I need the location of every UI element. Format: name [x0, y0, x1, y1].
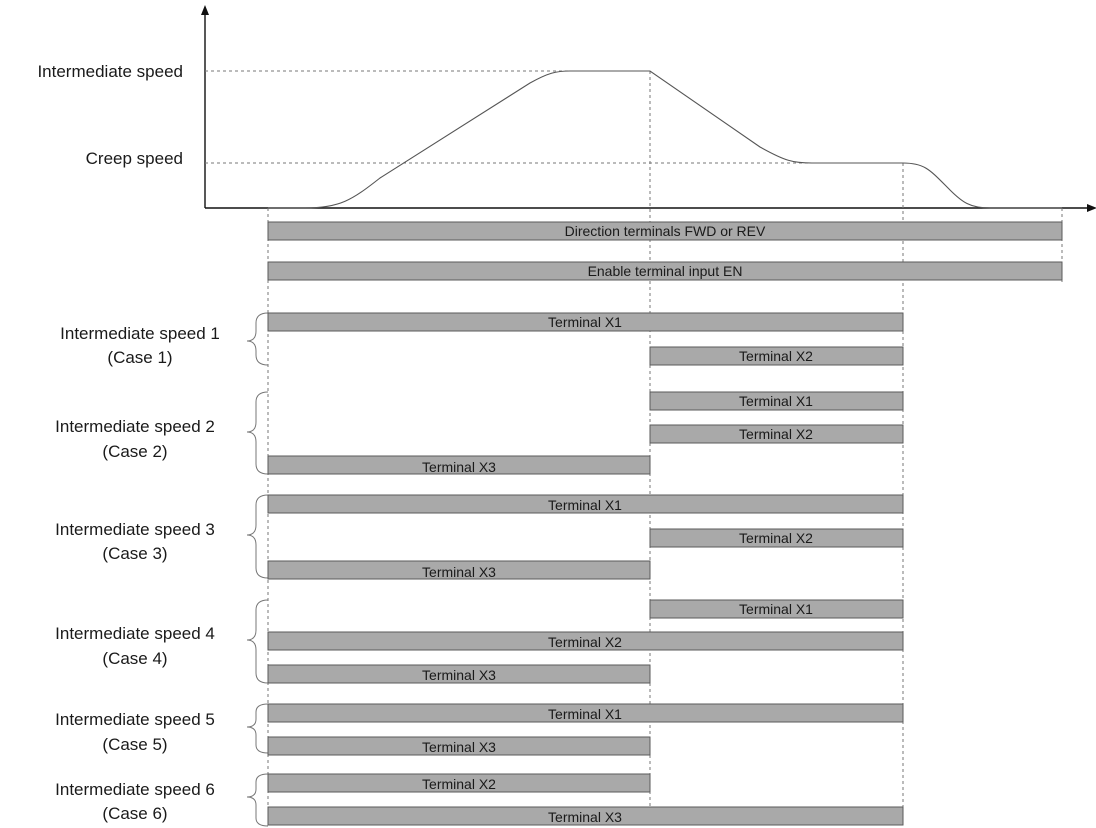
case-subtitle: (Case 3) — [102, 544, 167, 563]
terminal-bar: Terminal X3 — [267, 664, 651, 684]
terminal-bar: Terminal X2 — [649, 424, 904, 444]
terminal-bar: Terminal X2 — [267, 773, 651, 793]
terminal-bar: Terminal X1 — [267, 703, 904, 723]
terminal-bar: Terminal X3 — [267, 806, 904, 826]
terminal-bar-label: Terminal X3 — [422, 667, 496, 683]
case-title: Intermediate speed 5 — [55, 710, 215, 729]
case-title: Intermediate speed 6 — [55, 780, 215, 799]
terminal-bar: Terminal X1 — [267, 494, 904, 514]
direction-bar: Direction terminals FWD or REV — [267, 221, 1063, 241]
case-1: Intermediate speed 1 (Case 1) Terminal X… — [60, 312, 904, 367]
creep-speed-label: Creep speed — [86, 149, 183, 168]
terminal-bar: Terminal X1 — [649, 391, 904, 411]
terminal-bar-label: Terminal X1 — [548, 706, 622, 722]
terminal-bar: Terminal X3 — [267, 736, 651, 756]
case-6: Intermediate speed 6 (Case 6) Terminal X… — [55, 773, 904, 827]
terminal-bar-label: Terminal X3 — [422, 739, 496, 755]
case-brace — [246, 703, 269, 754]
terminal-bar-label: Terminal X2 — [548, 634, 622, 650]
terminal-bar-label: Terminal X2 — [739, 348, 813, 364]
terminal-bar-label: Terminal X1 — [739, 393, 813, 409]
terminal-bar-label: Terminal X2 — [739, 530, 813, 546]
terminal-bar: Terminal X2 — [267, 631, 904, 651]
terminal-bar: Terminal X3 — [267, 560, 651, 580]
terminal-bar-label: Terminal X3 — [422, 459, 496, 475]
terminal-bar: Terminal X3 — [267, 455, 651, 475]
case-title: Intermediate speed 4 — [55, 624, 215, 643]
case-title: Intermediate speed 1 — [60, 324, 220, 343]
terminal-bar-label: Terminal X2 — [739, 426, 813, 442]
enable-bar-label: Enable terminal input EN — [588, 263, 743, 279]
enable-bar: Enable terminal input EN — [267, 261, 1063, 281]
case-subtitle: (Case 6) — [102, 804, 167, 823]
case-title: Intermediate speed 2 — [55, 417, 215, 436]
case-subtitle: (Case 1) — [107, 348, 172, 367]
terminal-bar-label: Terminal X1 — [739, 601, 813, 617]
terminal-bar: Terminal X1 — [649, 599, 904, 619]
case-3: Intermediate speed 3 (Case 3) Terminal X… — [55, 494, 904, 580]
terminal-bar-label: Terminal X3 — [548, 809, 622, 825]
case-brace — [246, 391, 269, 475]
case-brace — [246, 599, 269, 684]
terminal-bar-label: Terminal X1 — [548, 497, 622, 513]
terminal-bar: Terminal X2 — [649, 528, 904, 548]
terminal-bar-label: Terminal X3 — [422, 564, 496, 580]
terminal-bar-label: Terminal X2 — [422, 776, 496, 792]
intermediate-speed-label: Intermediate speed — [37, 62, 183, 81]
case-brace — [246, 773, 269, 827]
case-title: Intermediate speed 3 — [55, 520, 215, 539]
case-brace — [246, 494, 269, 579]
case-subtitle: (Case 5) — [102, 735, 167, 754]
case-5: Intermediate speed 5 (Case 5) Terminal X… — [55, 703, 904, 756]
case-brace — [246, 312, 269, 366]
speed-profile-curve — [268, 70, 1062, 209]
case-2: Intermediate speed 2 (Case 2) Terminal X… — [55, 391, 904, 475]
direction-bar-label: Direction terminals FWD or REV — [565, 223, 766, 239]
case-subtitle: (Case 2) — [102, 442, 167, 461]
terminal-bar: Terminal X2 — [649, 346, 904, 366]
case-4: Intermediate speed 4 (Case 4) Terminal X… — [55, 599, 904, 684]
terminal-bar: Terminal X1 — [267, 312, 904, 332]
terminal-bar-label: Terminal X1 — [548, 314, 622, 330]
case-subtitle: (Case 4) — [102, 649, 167, 668]
